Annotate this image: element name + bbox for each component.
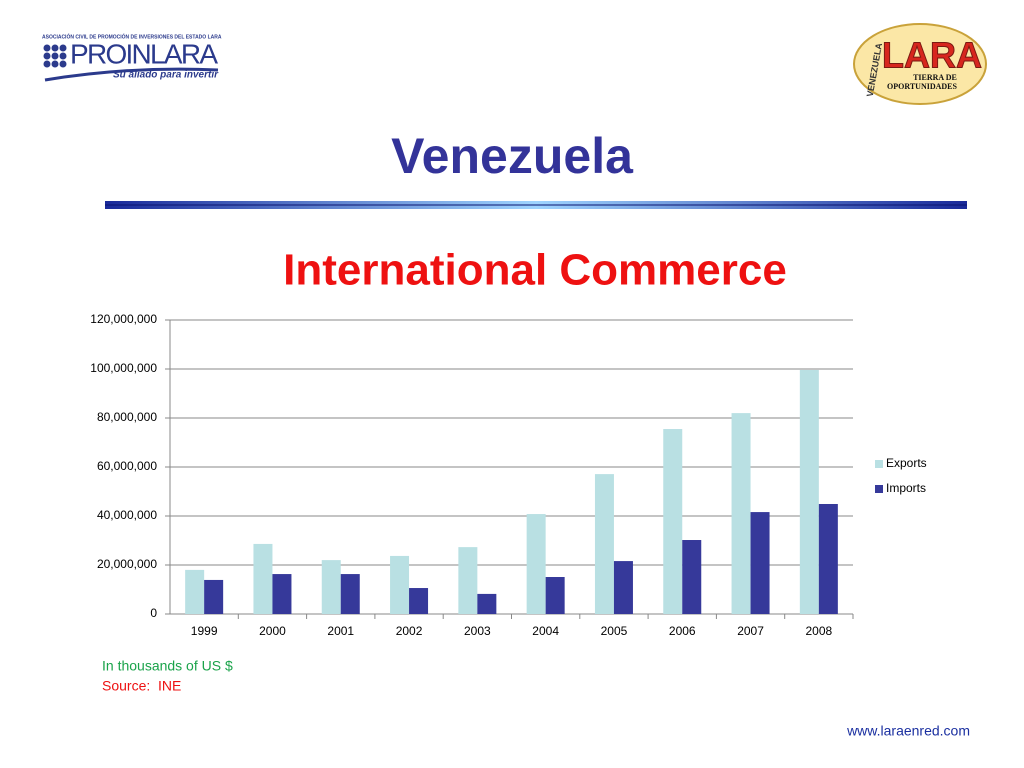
footer-url: www.laraenred.com <box>846 723 970 739</box>
y-tick-label: 120,000,000 <box>90 312 157 326</box>
y-tick-label: 60,000,000 <box>97 459 157 473</box>
y-tick-label: 100,000,000 <box>90 361 157 375</box>
logo-tagline-2: OPORTUNIDADES <box>887 82 958 91</box>
bar <box>799 369 819 614</box>
bar <box>731 413 751 614</box>
y-tick-label: 20,000,000 <box>97 557 157 571</box>
bar <box>272 574 292 614</box>
x-tick-label: 2003 <box>464 624 491 638</box>
slide-title: Venezuela <box>391 128 634 184</box>
chart-title: International Commerce <box>283 246 787 295</box>
bar <box>477 593 497 614</box>
legend-label: Imports <box>886 481 926 495</box>
x-tick-label: 2008 <box>805 624 832 638</box>
x-tick-label: 2000 <box>259 624 286 638</box>
plot: 0 20,000,000 40,000,000 60,000,000 80,000,00… <box>90 312 926 638</box>
x-tick-label: 2006 <box>669 624 696 638</box>
y-tick-label: 0 <box>150 606 157 620</box>
x-tick-label: 2002 <box>396 624 423 638</box>
logo-badge <box>853 23 987 105</box>
y-tick-label: 40,000,000 <box>97 508 157 522</box>
logo-tagline-1: TIERRA DE <box>913 73 957 82</box>
logo-association: ASOCIACIÓN CIVIL DE PROMOCIÓN DE INVERSI… <box>42 32 222 40</box>
bar <box>321 560 341 614</box>
logo-swoosh <box>44 67 219 82</box>
bar <box>663 429 683 614</box>
bar <box>613 561 633 614</box>
bar <box>818 503 838 614</box>
bar <box>204 579 224 614</box>
bar <box>594 474 614 614</box>
bar <box>253 543 273 614</box>
bar <box>185 569 205 614</box>
x-tick-label: 2001 <box>327 624 354 638</box>
bar <box>340 574 360 614</box>
lara-logo: VENEZUELA LARA TIERRA DE OPORTUNIDADES <box>853 23 987 105</box>
bar <box>750 512 770 614</box>
y-tick-label: 80,000,000 <box>97 410 157 424</box>
logo-tagline: Su aliado para invertir <box>113 70 219 81</box>
x-tick-label: 2004 <box>532 624 559 638</box>
logo-dots <box>43 44 67 68</box>
legend-swatch <box>875 460 883 468</box>
units-note: In thousands of US $ <box>102 658 233 674</box>
bar <box>409 588 429 614</box>
x-tick-label: 1999 <box>191 624 218 638</box>
x-tick-label: 2005 <box>601 624 628 638</box>
x-tick-label: 2007 <box>737 624 764 638</box>
bar <box>390 555 410 614</box>
logo-name: PROINLARA <box>70 38 218 69</box>
bar <box>682 540 702 614</box>
source-note: Source: INE <box>102 678 181 694</box>
logo-lara: LARA <box>882 35 982 76</box>
legend-swatch <box>875 485 883 493</box>
bar <box>526 514 546 614</box>
legend-label: Exports <box>886 456 927 470</box>
proinlara-logo: ASOCIACIÓN CIVIL DE PROMOCIÓN DE INVERSI… <box>42 32 222 82</box>
bar <box>545 577 565 614</box>
bar <box>458 547 478 614</box>
